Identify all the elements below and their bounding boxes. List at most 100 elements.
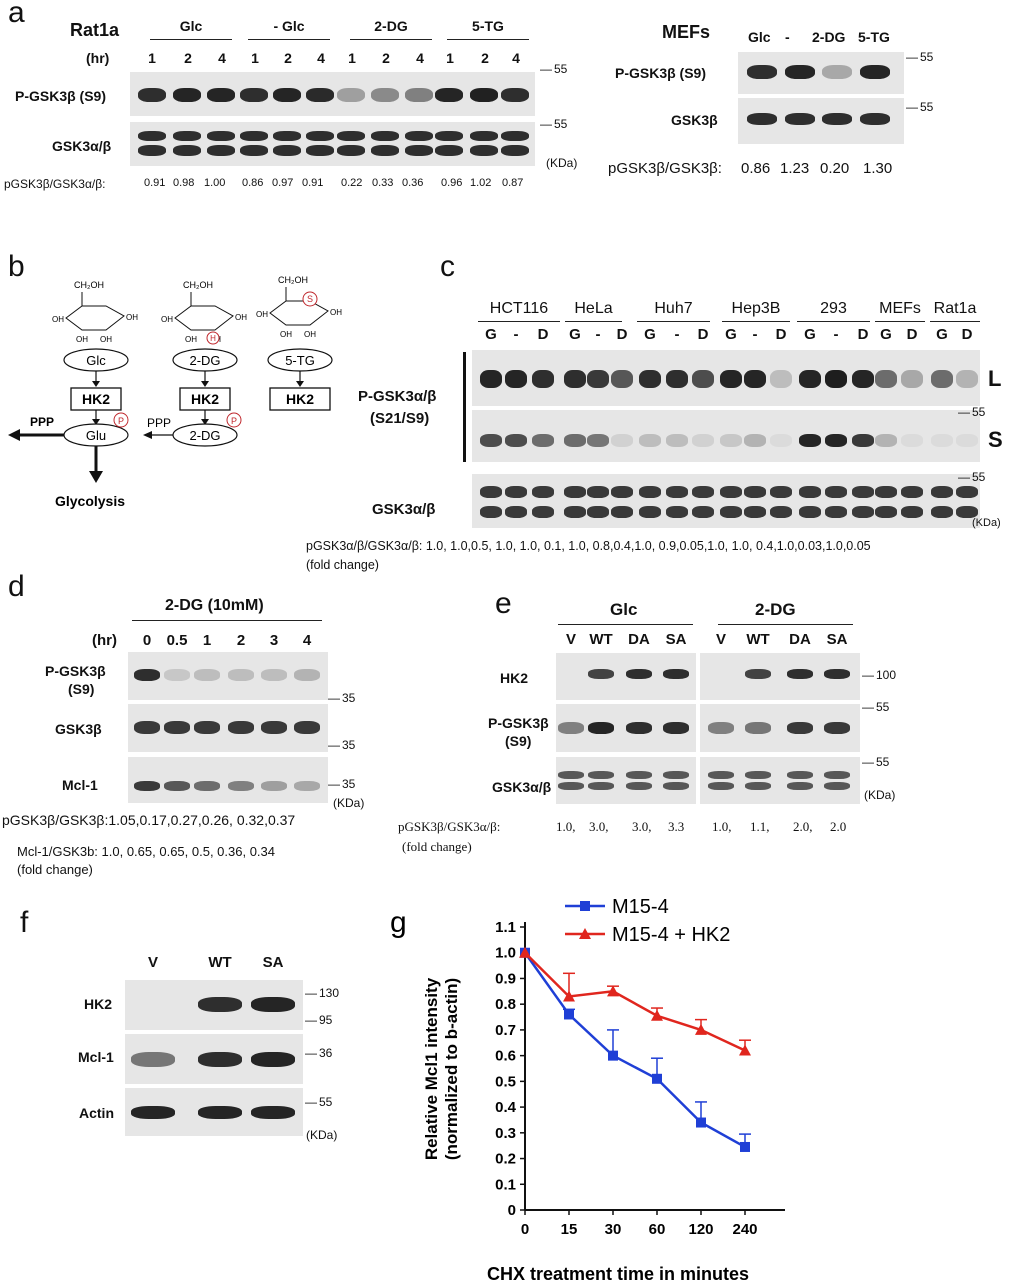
product-glu: Glu (86, 428, 106, 443)
blot-band (532, 370, 554, 388)
ratio-value: 0.96 (441, 177, 463, 189)
blot-band (306, 88, 334, 102)
f-row1-label: HK2 (84, 996, 113, 1012)
blot-band (692, 370, 714, 388)
blot-band (138, 131, 166, 141)
mw-marker: 55 (958, 470, 985, 484)
blot-band (501, 131, 529, 141)
group-header: - Glc (273, 18, 305, 34)
ch2oh-label: CH₂OH (74, 280, 104, 290)
lane-label: D (906, 326, 918, 343)
blot-band (337, 145, 365, 156)
blot-band (173, 145, 201, 156)
e-gsk3ab-blot-2dg (700, 757, 860, 804)
s-label: S (307, 294, 313, 304)
oh-label: OH (52, 315, 64, 324)
blot-band (901, 486, 923, 498)
ratio-value: 0.86 (741, 160, 771, 177)
data-point (564, 1009, 574, 1020)
blot-band (852, 434, 874, 447)
blot-band (480, 486, 502, 498)
c-ratio-text: pGSK3α/β/GSK3α/β: 1.0, 1.0,0.5, 1.0, 1.0… (306, 539, 871, 553)
blot-band (901, 434, 923, 447)
blot-band (708, 782, 734, 790)
blot-band (273, 145, 301, 156)
mw-marker: 55 (305, 1095, 332, 1109)
data-point (607, 985, 619, 997)
e-pgsk3b-blot-2dg (700, 704, 860, 752)
y-axis-label-sub: (normalized to b-actin) (442, 978, 461, 1160)
h-label: H (210, 334, 216, 343)
blot-band (480, 434, 502, 447)
x-tick-label: 120 (688, 1221, 713, 1238)
glucose-pathway-diagram: CH₂OHOHOHOHOHCH₂OHOHOHOHOHHCH₂OHOHOHOHOH… (8, 275, 342, 509)
blot-band (931, 486, 953, 498)
blot-band (261, 669, 287, 681)
rat1a-label: Rat1a (70, 20, 120, 40)
blot-band (532, 506, 554, 518)
blot-band (588, 771, 614, 779)
blot-band (639, 370, 661, 388)
ratio-value: 0.36 (402, 177, 424, 189)
blot-band (587, 486, 609, 498)
data-point (608, 1050, 618, 1061)
blot-band (194, 721, 220, 734)
d-row3-label: Mcl-1 (62, 777, 98, 793)
mefs-gsk3b-blot (738, 98, 904, 144)
blot-band (470, 131, 498, 141)
e-hk2-blot-glc (556, 653, 696, 700)
blot-band (860, 65, 890, 79)
blot-band (251, 997, 295, 1012)
ratio-value: 1.30 (863, 160, 893, 177)
lane-label: G (569, 326, 581, 343)
e-row2-sub: (S9) (505, 733, 532, 749)
series-line-1 (524, 951, 746, 1052)
blot-band (875, 506, 897, 518)
panel-a-letter: a (8, 0, 25, 29)
cell-line-header: Hep3B (731, 300, 781, 317)
d-row2-label: GSK3β (55, 721, 102, 737)
e-pgsk3b-blot-glc (556, 704, 696, 752)
blot-band (799, 370, 821, 388)
blot-band (824, 669, 850, 679)
e-fold-label: (fold change) (402, 839, 472, 854)
blot-band (228, 781, 254, 791)
blot-band (901, 370, 923, 388)
blot-band (745, 782, 771, 790)
ratio-value: 0.98 (173, 177, 195, 189)
blot-band (663, 669, 689, 679)
lane-label: 4 (218, 50, 226, 66)
e-hk2-blot-2dg (700, 653, 860, 700)
lane-label: DA (789, 631, 811, 648)
blot-band (240, 131, 268, 141)
bracket-bar (463, 352, 466, 462)
blot-band (787, 669, 813, 679)
oh-label: OH (330, 308, 342, 317)
lane-label: G (725, 326, 737, 343)
legend-marker (580, 901, 590, 911)
blot-band (663, 782, 689, 790)
blot-band (505, 486, 527, 498)
kda-unit: (KDa) (546, 156, 578, 170)
lane-label: D (697, 326, 709, 343)
lane-label: 4 (302, 632, 312, 649)
blot-band (825, 486, 847, 498)
blot-band (875, 434, 897, 447)
kda-unit: (KDa) (306, 1128, 338, 1142)
blot-band (207, 88, 235, 102)
oh-label: OH (304, 330, 316, 339)
y-tick-label: 1.1 (495, 919, 516, 936)
rat1a-time-label: (hr) (86, 50, 110, 66)
mw-marker: 35 (328, 738, 355, 752)
rat1a-ratio-label: pGSK3β/GSK3α/β: (4, 177, 106, 191)
blot-band (251, 1106, 295, 1119)
enzyme-hk2: HK2 (286, 391, 314, 407)
group-underline (132, 620, 322, 621)
sugar-label-5tg: 5-TG (285, 353, 315, 368)
enzyme-hk2: HK2 (82, 391, 110, 407)
lane-label: - (513, 326, 519, 343)
cell-line-header: HCT116 (489, 300, 549, 317)
panel-f-letter: f (20, 906, 29, 939)
f-row2-label: Mcl-1 (78, 1049, 114, 1065)
blot-band (564, 506, 586, 518)
